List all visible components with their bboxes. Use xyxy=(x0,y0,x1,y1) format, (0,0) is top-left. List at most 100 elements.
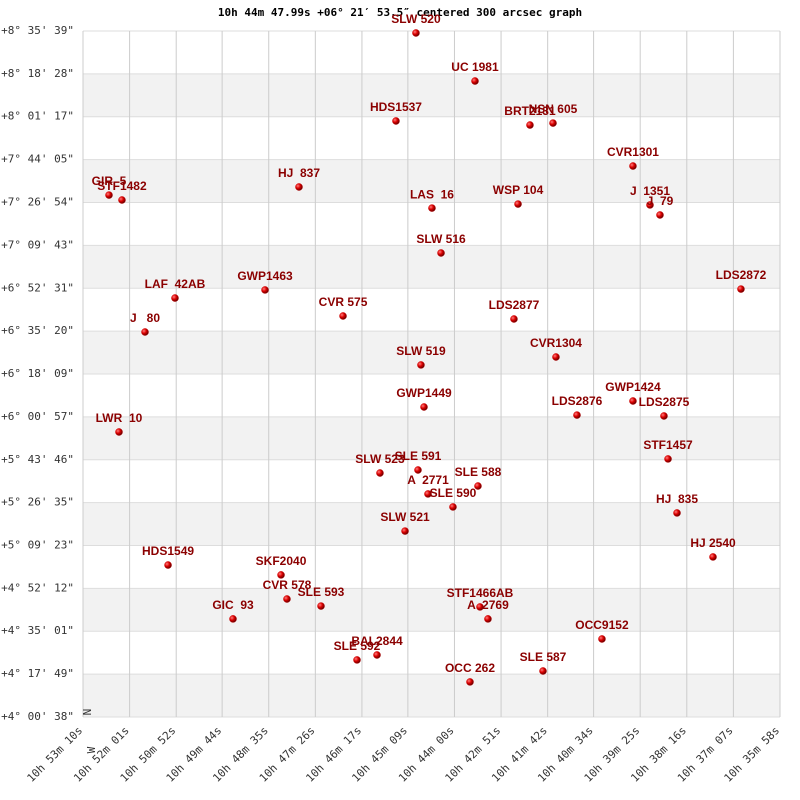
star-point xyxy=(428,204,436,212)
y-tick-label: +4° 52' 12" xyxy=(1,581,74,594)
point-label: SLW 523 xyxy=(355,452,405,466)
star-point xyxy=(660,412,668,420)
star-point xyxy=(353,656,361,664)
point-label: HDS1549 xyxy=(142,544,194,558)
star-point xyxy=(484,615,492,623)
y-tick-label: +5° 43' 46" xyxy=(1,453,74,466)
y-tick-label: +4° 35' 01" xyxy=(1,624,74,637)
y-tick-label: +5° 09' 23" xyxy=(1,539,74,552)
star-point xyxy=(737,285,745,293)
star-point xyxy=(261,286,269,294)
point-label: SLE 592 xyxy=(334,639,381,653)
star-point xyxy=(376,469,384,477)
point-label: SKF2040 xyxy=(256,554,307,568)
star-point xyxy=(317,602,325,610)
point-label: NSN 605 xyxy=(529,102,578,116)
star-point xyxy=(549,119,557,127)
point-label: STF1457 xyxy=(643,438,693,452)
point-label: CVR 578 xyxy=(263,578,312,592)
compass-north: N xyxy=(81,709,94,716)
star-point xyxy=(373,651,381,659)
point-label: LAF 42AB xyxy=(145,277,206,291)
star-point xyxy=(514,200,522,208)
point-label: STF1482 xyxy=(97,179,147,193)
star-point xyxy=(476,603,484,611)
point-label: UC 1981 xyxy=(451,60,499,74)
star-point xyxy=(339,312,347,320)
star-point xyxy=(171,294,179,302)
y-tick-label: +7° 26' 54" xyxy=(1,196,74,209)
point-label: LDS2876 xyxy=(552,394,603,408)
point-label: SLE 587 xyxy=(520,650,567,664)
star-point xyxy=(526,121,534,129)
y-tick-label: +6° 18' 09" xyxy=(1,367,74,380)
point-label: A 2769 xyxy=(467,598,509,612)
y-tick-label: +7° 44' 05" xyxy=(1,153,74,166)
star-point xyxy=(471,77,479,85)
point-label: SLE 590 xyxy=(430,486,477,500)
point-label: STF1466AB xyxy=(447,586,514,600)
star-point xyxy=(552,353,560,361)
star-point xyxy=(105,191,113,199)
star-point xyxy=(629,397,637,405)
star-point xyxy=(656,211,664,219)
star-point xyxy=(437,249,445,257)
point-label: OCC 262 xyxy=(445,661,495,675)
star-point xyxy=(392,117,400,125)
grid-band xyxy=(83,245,780,289)
point-label: WSP 104 xyxy=(493,183,544,197)
star-point xyxy=(295,183,303,191)
point-label: J 79 xyxy=(647,194,674,208)
point-label: SLW 520 xyxy=(391,12,441,26)
point-label: SLE 591 xyxy=(395,449,442,463)
star-point xyxy=(510,315,518,323)
compass-west: W xyxy=(85,746,98,753)
point-label: A 2771 xyxy=(407,473,449,487)
point-label: LWR 10 xyxy=(96,411,143,425)
point-label: J 1351 xyxy=(630,184,670,198)
chart-title: 10h 44m 47.99s +06° 21′ 53.5″ centered 3… xyxy=(218,6,582,19)
point-label: SLE 593 xyxy=(298,585,345,599)
star-point xyxy=(277,571,285,579)
grid-band xyxy=(83,588,780,632)
grid-band xyxy=(83,73,780,117)
grid-band xyxy=(83,159,780,203)
grid-band xyxy=(83,331,780,374)
star-point xyxy=(466,678,474,686)
y-tick-label: +7° 09' 43" xyxy=(1,238,74,251)
star-point xyxy=(709,553,717,561)
star-point xyxy=(449,503,457,511)
point-label: CVR1301 xyxy=(607,145,659,159)
point-label: HJ 835 xyxy=(656,492,698,506)
point-label: SLW 521 xyxy=(380,510,430,524)
point-label: LDS2877 xyxy=(489,298,540,312)
point-label: SLW 519 xyxy=(396,344,446,358)
y-tick-label: +4° 00' 38" xyxy=(1,710,74,723)
y-tick-label: +5° 26' 35" xyxy=(1,496,74,509)
y-tick-label: +4° 17' 49" xyxy=(1,667,74,680)
star-point xyxy=(474,482,482,490)
star-point xyxy=(424,490,432,498)
star-point xyxy=(115,428,123,436)
star-point xyxy=(629,162,637,170)
y-tick-label: +6° 52' 31" xyxy=(1,281,74,294)
star-point xyxy=(414,466,422,474)
star-point xyxy=(598,635,606,643)
star-point xyxy=(573,411,581,419)
point-label: LAS 16 xyxy=(410,187,454,201)
point-label: LDS2875 xyxy=(639,395,690,409)
star-point xyxy=(164,561,172,569)
star-point xyxy=(283,595,291,603)
point-label: HJ 837 xyxy=(278,166,320,180)
star-point xyxy=(539,667,547,675)
y-tick-label: +8° 35' 39" xyxy=(1,24,74,37)
point-label: HJ 2540 xyxy=(690,536,736,550)
point-label: GWP1424 xyxy=(605,380,661,394)
point-label: HDS1537 xyxy=(370,100,422,114)
y-tick-label: +6° 35' 20" xyxy=(1,324,74,337)
star-point xyxy=(417,361,425,369)
point-label: J 80 xyxy=(130,311,160,325)
point-label: GWP1449 xyxy=(396,386,452,400)
y-tick-label: +8° 18' 28" xyxy=(1,67,74,80)
point-label: CVR 575 xyxy=(319,295,368,309)
